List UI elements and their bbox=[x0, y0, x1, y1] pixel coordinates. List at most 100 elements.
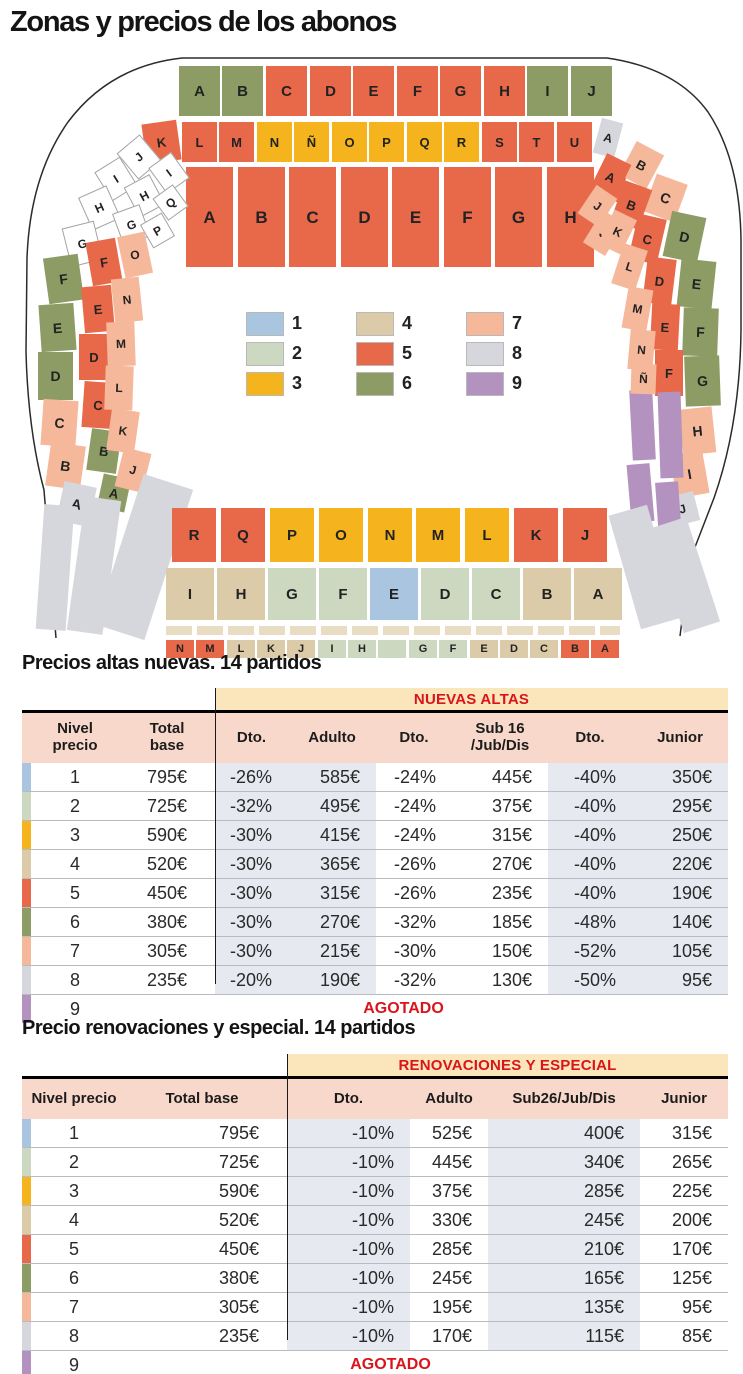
price-cell: -48% bbox=[548, 908, 632, 936]
stadium-section-C: C bbox=[530, 640, 558, 658]
price-cell: -10% bbox=[287, 1148, 410, 1176]
price-cell: 375€ bbox=[491, 795, 532, 816]
table-row-level-2: 2 725€ -10% 445€ 340€ 265€ bbox=[22, 1148, 728, 1177]
column-header: Dto. bbox=[333, 1089, 364, 1107]
stadium-section-N: N bbox=[110, 276, 144, 324]
price-cell: 130€ bbox=[491, 969, 532, 990]
table2-title: Precio renovaciones y especial. 14 parti… bbox=[22, 1017, 416, 1039]
stadium-section-Ñ: Ñ bbox=[630, 363, 657, 395]
level-cell: 2 bbox=[68, 1151, 79, 1172]
stadium-block bbox=[657, 391, 684, 479]
price-cell: 105€ bbox=[632, 937, 728, 965]
base-cell: 450€ bbox=[146, 882, 187, 903]
stadium-section-H: H bbox=[484, 66, 525, 116]
table-row-level-5: 5 450€ -30% 315€ -26% 235€ -40% 190€ bbox=[22, 879, 728, 908]
legend-number: 2 bbox=[292, 343, 303, 363]
price-cell: 270€ bbox=[288, 908, 376, 936]
table1-body: 1 795€ -26% 585€ -24% 445€ -40% 350€ 2 725€ -32% 49… bbox=[22, 763, 728, 1023]
price-cell: 85€ bbox=[681, 1325, 712, 1346]
price-cell: 495€ bbox=[288, 792, 376, 820]
price-cell: -40% bbox=[548, 821, 632, 849]
level-cell: 8 bbox=[68, 1325, 79, 1346]
stadium-section-F: F bbox=[682, 307, 719, 357]
stadium-section-K: K bbox=[514, 508, 558, 562]
column-header: Junior bbox=[657, 728, 703, 746]
price-cell: 140€ bbox=[632, 908, 728, 936]
stadium-section-C: C bbox=[289, 167, 336, 267]
column-header: Sub 16 /Jub/Dis bbox=[470, 720, 530, 754]
table1-header-row: Nivel precio Total base Dto. Adulto Dto. Sub … bbox=[22, 710, 728, 763]
table-row-level-3: 3 590€ -10% 375€ 285€ 225€ bbox=[22, 1177, 728, 1206]
stadium-section-G: G bbox=[268, 568, 316, 620]
stadium-section-N: N bbox=[166, 640, 194, 658]
price-cell: -26% bbox=[215, 763, 288, 791]
price-cell: 170€ bbox=[671, 1238, 712, 1259]
price-cell: -40% bbox=[548, 850, 632, 878]
base-cell: 305€ bbox=[146, 940, 187, 961]
level-cell: 2 bbox=[69, 795, 80, 816]
legend-number: 6 bbox=[402, 373, 413, 393]
stadium-section-E: E bbox=[353, 66, 394, 116]
legend-number: 7 bbox=[512, 313, 523, 333]
stadium-section-F: F bbox=[319, 568, 367, 620]
table-row-level-2: 2 725€ -32% 495€ -24% 375€ -40% 295€ bbox=[22, 792, 728, 821]
price-cell: 330€ bbox=[431, 1209, 472, 1230]
legend-swatch-2 bbox=[246, 342, 284, 366]
stadium-section-A: A bbox=[591, 640, 619, 658]
table-row-level-7: 7 305€ -10% 195€ 135€ 95€ bbox=[22, 1293, 728, 1322]
stadium-section-A: A bbox=[574, 568, 622, 620]
stadium-section-Ñ: Ñ bbox=[294, 122, 329, 162]
stadium-section-E: E bbox=[392, 167, 439, 267]
level-color-swatch bbox=[22, 1235, 31, 1263]
table1-divider-line bbox=[214, 688, 216, 984]
column-header: Nivel precio bbox=[31, 1089, 117, 1107]
price-cell: 235€ bbox=[491, 882, 532, 903]
level-cell: 8 bbox=[69, 969, 80, 990]
stadium-section-H: H bbox=[348, 640, 376, 658]
stadium-section-N: N bbox=[368, 508, 412, 562]
stadium-section-O: O bbox=[332, 122, 367, 162]
level-color-swatch bbox=[22, 908, 31, 936]
legend-swatch-3 bbox=[246, 372, 284, 396]
stadium-section-E: E bbox=[38, 302, 77, 353]
table2-divider-line bbox=[286, 1054, 288, 1340]
stadium-section-L: L bbox=[227, 640, 255, 658]
stadium-section-J: J bbox=[571, 66, 612, 116]
price-cell: 245€ bbox=[431, 1267, 472, 1288]
stadium-section-R: R bbox=[444, 122, 479, 162]
stadium-section-U: U bbox=[557, 122, 592, 162]
base-cell: 450€ bbox=[218, 1238, 259, 1259]
stadium-section-G: G bbox=[440, 66, 481, 116]
stadium-section-B: B bbox=[523, 568, 571, 620]
level-cell: 5 bbox=[69, 882, 80, 903]
price-cell: 445€ bbox=[491, 766, 532, 787]
price-cell: -30% bbox=[215, 937, 288, 965]
price-cell: -20% bbox=[215, 966, 288, 994]
price-cell: 150€ bbox=[491, 940, 532, 961]
stadium-block bbox=[378, 640, 406, 658]
level-cell: 1 bbox=[68, 1122, 79, 1143]
level-cell: 7 bbox=[68, 1296, 79, 1317]
column-header: Adulto bbox=[425, 1089, 473, 1107]
soldout-cell: AGOTADO bbox=[363, 1000, 444, 1017]
legend-swatch-7 bbox=[466, 312, 504, 336]
level-cell: 5 bbox=[68, 1238, 79, 1259]
stadium-section-F: F bbox=[439, 640, 467, 658]
price-cell: 400€ bbox=[488, 1119, 640, 1147]
table-nuevas-altas: NUEVAS ALTAS Nivel precio Total base Dto. A… bbox=[22, 688, 728, 1023]
table-row-level-1: 1 795€ -10% 525€ 400€ 315€ bbox=[22, 1119, 728, 1148]
level-color-swatch bbox=[22, 792, 31, 820]
table-row-level-9: 9 AGOTADO bbox=[22, 995, 728, 1023]
price-cell: -32% bbox=[393, 911, 436, 932]
legend-number: 9 bbox=[512, 373, 523, 393]
stadium-section-C: C bbox=[266, 66, 307, 116]
base-cell: 520€ bbox=[146, 853, 187, 874]
price-cell: 245€ bbox=[488, 1206, 640, 1234]
price-cell: -50% bbox=[548, 966, 632, 994]
price-cell: 315€ bbox=[288, 879, 376, 907]
price-cell: -10% bbox=[287, 1235, 410, 1263]
stadium-section-D: D bbox=[421, 568, 469, 620]
stadium-section-I: I bbox=[527, 66, 568, 116]
table2-band-label: RENOVACIONES Y ESPECIAL bbox=[398, 1056, 617, 1074]
